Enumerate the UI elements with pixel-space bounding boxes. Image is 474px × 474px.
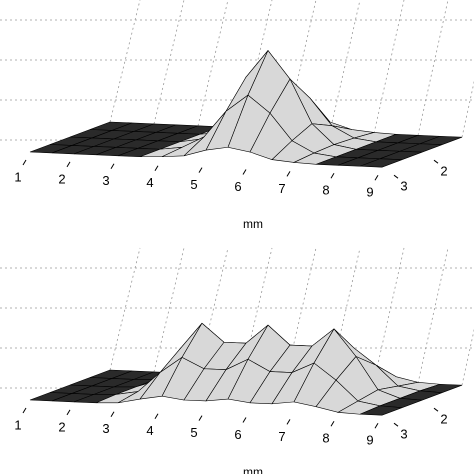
x-tick-label: 1 (14, 417, 21, 432)
y-tick (433, 159, 439, 164)
x-tick-label: 9 (366, 185, 373, 200)
x-tick (198, 415, 203, 421)
x-tick (330, 173, 335, 179)
x-axis-label: mm (243, 217, 263, 231)
x-tick (242, 417, 247, 423)
x-tick (374, 174, 379, 181)
x-tick-label: 3 (102, 173, 109, 188)
grid-line (153, 0, 185, 124)
x-tick (66, 161, 71, 168)
x-tick-label: 5 (190, 425, 197, 440)
x-tick (154, 413, 159, 419)
x-tick-label: 4 (146, 423, 153, 438)
y-tick (433, 407, 439, 412)
grid-line (285, 0, 317, 130)
x-tick-label: 4 (146, 175, 153, 190)
x-tick (22, 407, 27, 414)
y-tick (393, 422, 399, 427)
x-tick-label: 9 (366, 433, 373, 448)
y-tick (393, 174, 399, 179)
x-tick-label: 2 (58, 419, 65, 434)
y-tick-label: 2 (440, 412, 447, 427)
x-tick (286, 171, 291, 177)
grid-line (109, 0, 141, 123)
grid-line (285, 247, 317, 378)
x-tick (198, 167, 203, 173)
grid-line (373, 247, 405, 382)
surface-cell (359, 158, 403, 168)
grid-line (109, 247, 141, 371)
x-tick-label: 8 (322, 183, 329, 198)
x-tick (110, 163, 115, 170)
y-tick-label: 3 (400, 179, 407, 194)
x-tick (286, 419, 291, 425)
x-tick-label: 6 (234, 427, 241, 442)
x-tick (110, 411, 115, 418)
y-tick-label: 2 (440, 164, 447, 179)
grid-line (417, 0, 449, 136)
grid-line (153, 247, 185, 372)
x-axis-label: mm (243, 465, 263, 474)
x-tick-label: 7 (278, 429, 285, 444)
x-tick-label: 3 (102, 421, 109, 436)
y-tick-label: 3 (400, 427, 407, 442)
x-tick (22, 159, 27, 166)
x-tick-label: 7 (278, 181, 285, 196)
back-walls (0, 19, 474, 389)
x-tick (66, 409, 71, 416)
wall-grid (0, 267, 474, 389)
grid-line (197, 0, 229, 126)
x-tick (154, 165, 159, 171)
x-tick-label: 6 (234, 179, 241, 194)
x-tick-label: 2 (58, 171, 65, 186)
wall-grid (0, 19, 474, 141)
surface-cell (359, 405, 403, 416)
grid-line (417, 247, 449, 384)
x-tick (330, 421, 335, 427)
x-tick-label: 5 (190, 177, 197, 192)
grid-line (461, 80, 474, 138)
grid-line (373, 0, 405, 134)
x-tick-label: 1 (14, 169, 21, 184)
x-tick (242, 169, 247, 175)
grid-line (461, 328, 474, 386)
x-tick-label: 8 (322, 431, 329, 446)
x-tick (374, 422, 379, 429)
